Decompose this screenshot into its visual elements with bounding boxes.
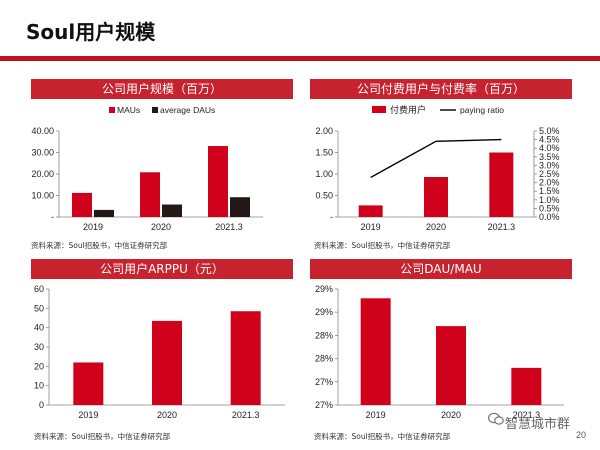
x-tick-label: 2020 [426,222,446,232]
x-tick-label: 2020 [151,222,171,232]
y2-tick-label: 4.5% [539,135,560,145]
y2-tick-label: 4.0% [539,143,560,153]
y2-tick-label: 1.5% [539,186,560,196]
chart-title: 公司付费用户与付费率（百万） [310,79,572,99]
y-tick-label: 1.00 [315,169,333,179]
bar [358,205,383,217]
y-tick-label: 50 [34,303,44,313]
y-tick-label: 0 [39,400,44,410]
x-tick-label: 2021.3 [232,410,260,420]
y-tick-label: 20.00 [31,169,54,179]
chart-panel-users: 公司用户规模（百万） - 10.00 20.00 30.00 40.00 2019 2020… [31,79,293,257]
y-tick-label: 28% [315,330,333,340]
chart-title: 公司用户规模（百万） [31,79,293,99]
y2-tick-label: 5.0% [539,126,560,136]
watermark: 智慧城市群 [504,417,570,432]
y2-tick-label: 3.0% [539,160,560,170]
x-tick-label: 2019 [361,222,381,232]
y2-tick-label: 0.5% [539,203,560,213]
source-note: 资料来源：Soul招股书，中信证券研究部 [31,241,168,250]
y-tick-label: 27% [315,377,333,387]
y-tick-label: 40.00 [31,126,54,136]
y-tick-label: 1.50 [315,148,333,158]
y2-tick-label: 2.5% [539,169,560,179]
legend-label: MAUs [117,105,140,115]
chart-title: 公司DAU/MAU [310,259,572,279]
bar [424,177,448,217]
bar [152,320,182,405]
x-tick-label: 2019 [83,222,103,232]
x-tick-label: 2021.3 [215,222,243,232]
x-tick-label: 2021.3 [513,410,541,420]
slide-title: Soul用户规模 [26,20,156,44]
y2-tick-label: 1.0% [539,195,560,205]
bar [73,362,104,405]
chart-panel-daumau: 公司DAU/MAU 27% 27% 28% 28% 29% 29% 2019 2020 2021… [310,259,572,437]
chart-daumau: 27% 27% 28% 28% 29% 29% 2019 2020 2021.3 [315,284,564,420]
y-tick-label: - [330,212,333,222]
y-tick-label: 20 [34,361,44,371]
y-tick-label: 29% [315,284,333,294]
legend-label: average DAUs [160,105,215,115]
y-tick-label: 30.00 [31,148,54,158]
y-tick-label: 28% [315,354,333,364]
source-note: 资料来源：Soul招股书，中信证券研究部 [314,241,451,250]
bar-average-daus [94,209,114,217]
y-tick-label: 60 [34,284,44,294]
bar [511,367,542,405]
y-tick-label: 2.00 [315,126,333,136]
chart-panel-arppu: 公司用户ARPPU（元） 0 10 20 30 40 50 60 2019 2020 2021.3 [31,259,293,437]
wechat-icon [488,412,504,425]
y-tick-label: 10 [34,381,44,391]
y2-tick-label: 3.5% [539,152,560,162]
source-note: 资料来源：Soul招股书，中信证券研究部 [314,432,451,441]
bar-maus [208,146,228,217]
legend-swatch-maus [109,107,115,113]
y-tick-label: 30 [34,342,44,352]
chart-panel-paying: 公司付费用户与付费率（百万） - 0.50 1.00 1.50 2.00 0.0% 0.5%… [310,79,572,257]
chart-users: - 10.00 20.00 30.00 40.00 2019 2020 2021.3 MAUs a… [31,105,263,232]
bar-average-daus [162,204,182,217]
y-tick-label: 0.50 [315,191,333,201]
y-tick-label: 40 [34,323,44,333]
legend-label: 付费用户 [390,104,426,115]
bar [230,311,261,405]
x-tick-label: 2020 [441,410,461,420]
legend-label: paying ratio [460,105,504,115]
bar [360,298,391,405]
bar [436,326,466,405]
chart-arppu: 0 10 20 30 40 50 60 2019 2020 2021.3 [34,284,285,420]
legend-swatch-average-daus [152,107,158,113]
y-tick-label: 29% [315,307,333,317]
series-line-paying-ratio [370,138,502,179]
x-tick-label: 2020 [157,410,177,420]
y2-tick-label: 2.0% [539,178,560,188]
title-rule [0,56,600,61]
y-tick-label: 10.00 [31,191,54,201]
chart-paying: - 0.50 1.00 1.50 2.00 0.0%0.5%1.0%1.5%2.0%2.5… [315,104,560,232]
bar [489,152,514,217]
x-tick-label: 2021.3 [488,222,516,232]
y-tick-label: - [51,212,54,222]
x-tick-label: 2019 [78,410,98,420]
bar-average-daus [230,197,250,217]
y2-tick-label: 0.0% [539,212,560,222]
x-tick-label: 2019 [366,410,386,420]
legend-swatch-paying-users [372,106,386,113]
y-tick-label: 27% [315,400,333,410]
bar-maus [140,172,160,217]
page-number: 20 [575,430,586,440]
bar-maus [72,192,92,217]
source-note: 资料来源：Soul招股书，中信证券研究部 [34,432,171,441]
chart-title: 公司用户ARPPU（元） [31,259,293,279]
